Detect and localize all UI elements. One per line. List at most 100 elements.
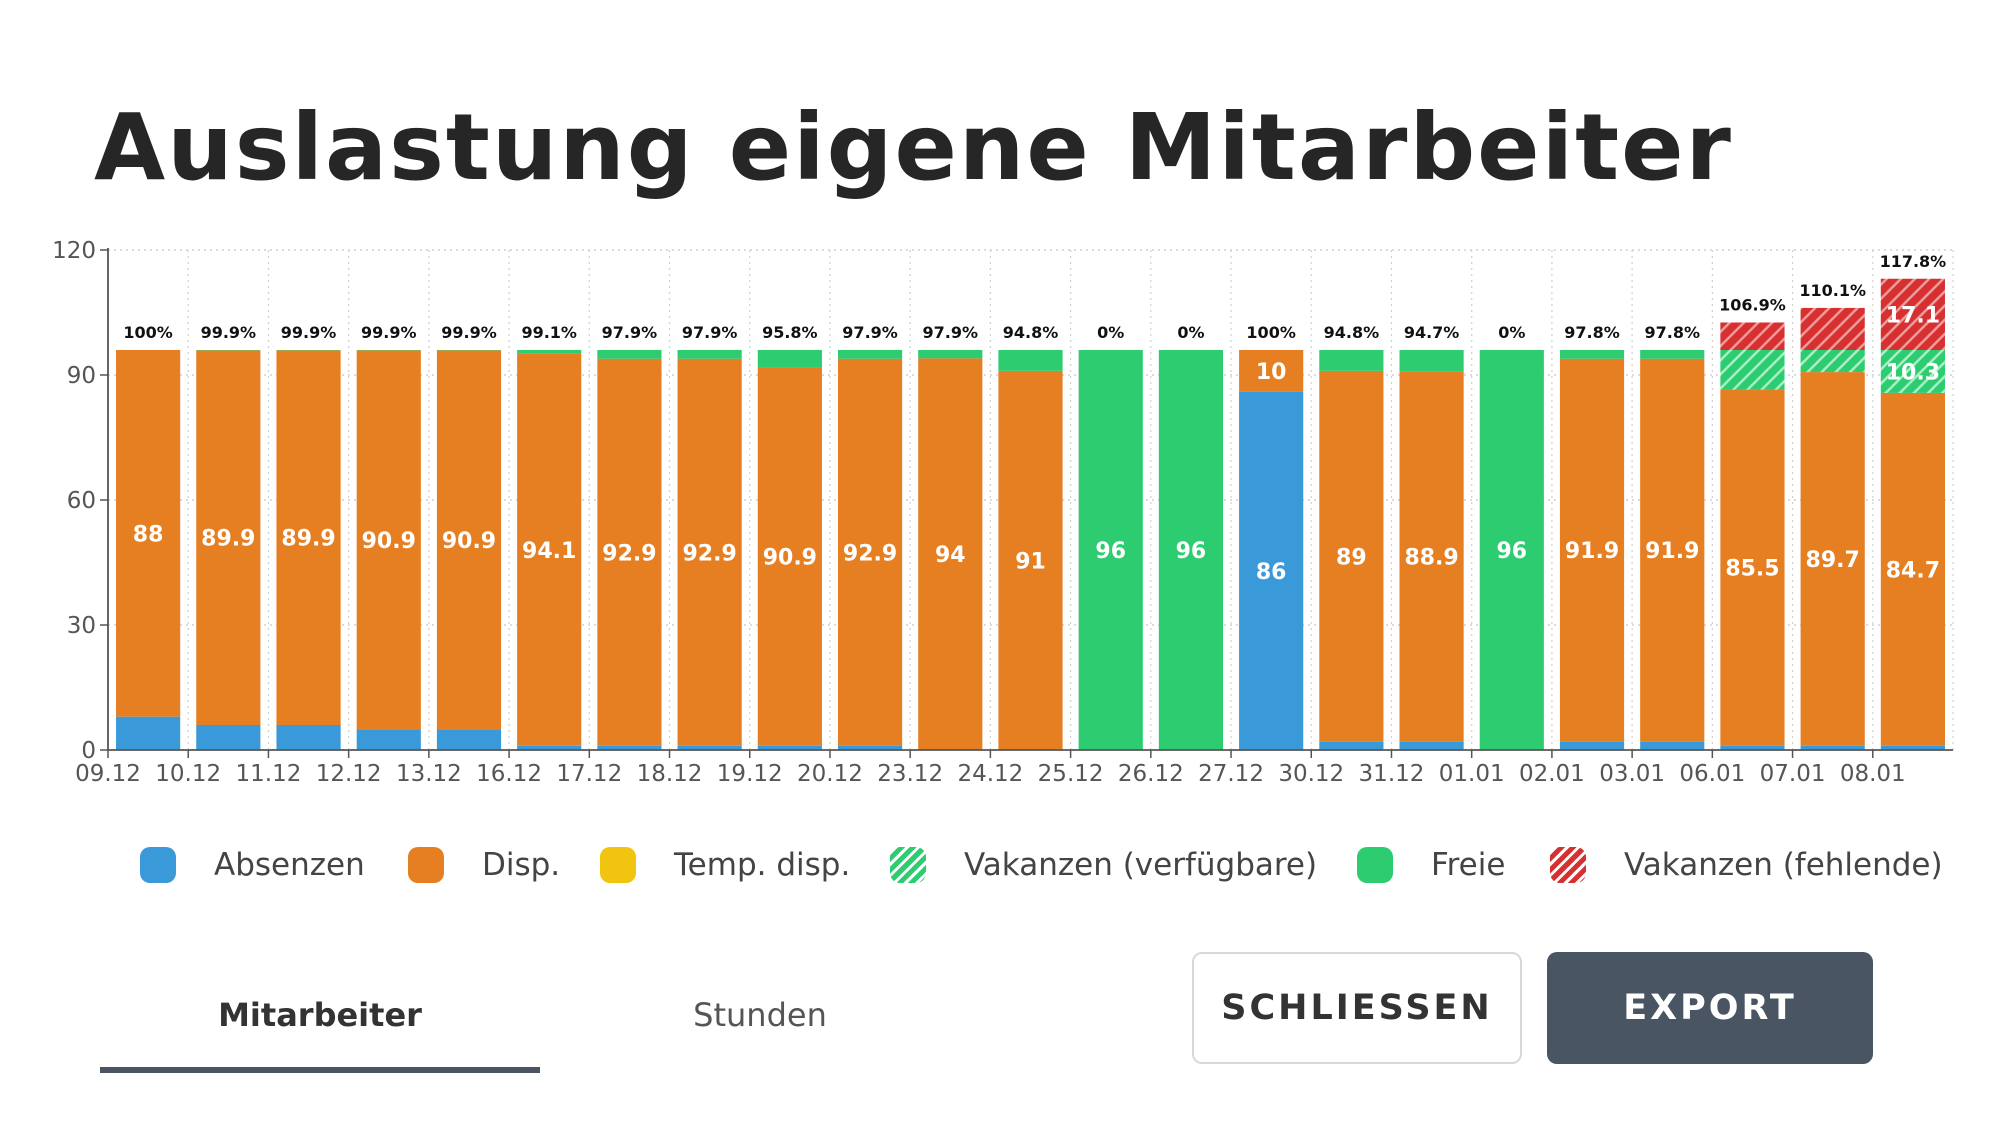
bar-segment-vakanzen-fehlende[interactable] (1880, 278, 1945, 350)
tab-mitarbeiter[interactable]: Mitarbeiter (218, 996, 422, 1034)
export-button[interactable]: EXPORT (1547, 952, 1873, 1064)
bar-segment-freie[interactable] (1559, 350, 1625, 359)
bar-segment-disp[interactable] (597, 358, 662, 746)
legend-label-vakanzen-verfuegbare: Vakanzen (verfügbare) (964, 847, 1318, 883)
legend-swatch-absenzen (140, 847, 176, 883)
bar-segment-disp[interactable] (1559, 358, 1625, 742)
bar-segment-absenzen[interactable] (517, 745, 582, 750)
bar-segment-disp[interactable] (356, 350, 421, 730)
bar-segment-absenzen[interactable] (677, 745, 742, 750)
x-tick-label: 31.12 (1359, 761, 1425, 787)
data-label: 88 (133, 522, 164, 547)
bar-segment-freie[interactable] (757, 350, 822, 368)
percent-label: 100% (123, 323, 172, 342)
legend-label-vakanzen-fehlende: Vakanzen (fehlende) (1624, 847, 1943, 883)
bar-segment-disp[interactable] (517, 353, 582, 746)
percent-label: 97.8% (1644, 323, 1700, 342)
bar-segment-absenzen[interactable] (196, 725, 261, 750)
bar-segment-absenzen[interactable] (1640, 741, 1705, 750)
bar-segment-absenzen[interactable] (1559, 741, 1625, 750)
bar-segment-disp[interactable] (436, 350, 502, 730)
percent-label: 0% (1097, 323, 1124, 342)
bar-segment-disp[interactable] (918, 358, 983, 750)
bar-segment-absenzen[interactable] (436, 729, 502, 750)
bar-segment-freie[interactable] (1319, 350, 1384, 371)
legend-item-absenzen[interactable]: Absenzen (140, 840, 365, 890)
percent-label: 100% (1246, 323, 1295, 342)
bar-segment-disp[interactable] (116, 350, 181, 717)
bar-segment-absenzen[interactable] (276, 725, 341, 750)
percent-label: 117.8% (1880, 252, 1947, 271)
bar-segment-disp[interactable] (276, 350, 341, 725)
bar-segment-disp[interactable] (1239, 350, 1304, 392)
bar-segment-freie[interactable] (677, 350, 742, 359)
legend-label-absenzen: Absenzen (214, 847, 365, 883)
close-button[interactable]: SCHLIESSEN (1192, 952, 1522, 1064)
percent-label: 110.1% (1799, 281, 1866, 300)
bar-segment-freie[interactable] (998, 350, 1063, 371)
bar-segment-disp[interactable] (1640, 358, 1705, 742)
percent-label: 106.9% (1719, 296, 1786, 315)
legend-swatch-temp-disp (600, 847, 636, 883)
bar-segment-vakanzen-verfuegbare[interactable] (1800, 350, 1865, 373)
bar-segment-disp[interactable] (196, 350, 261, 725)
bar-segment-absenzen[interactable] (1319, 741, 1384, 750)
legend-item-vakanzen-verfuegbare[interactable]: Vakanzen (verfügbare) (890, 840, 1317, 890)
bar-segment-disp[interactable] (677, 358, 742, 746)
bar-segment-absenzen[interactable] (1239, 391, 1304, 750)
bar-segment-disp[interactable] (757, 367, 822, 746)
legend-item-freie[interactable]: Freie (1357, 840, 1505, 890)
bar-segment-vakanzen-verfuegbare[interactable] (1880, 350, 1945, 393)
bar-segment-vakanzen-verfuegbare[interactable] (1720, 350, 1785, 390)
data-label: 10.3 (1886, 360, 1940, 385)
bar-segment-vakanzen-fehlende[interactable] (1720, 322, 1785, 351)
bar-segment-vakanzen-fehlende[interactable] (1800, 307, 1865, 350)
bar-segment-freie[interactable] (517, 350, 582, 354)
bar-segment-disp[interactable] (1399, 371, 1464, 742)
bar-segment-disp[interactable] (837, 358, 903, 746)
bar-segment-disp[interactable] (1319, 370, 1384, 742)
y-tick-label: 0 (81, 738, 96, 764)
bars (116, 278, 1945, 750)
bar-segment-disp[interactable] (1880, 392, 1945, 746)
bar-segment-freie[interactable] (1078, 350, 1143, 750)
bar-segment-disp[interactable] (1720, 389, 1785, 746)
bar-segment-freie[interactable] (1399, 350, 1464, 372)
data-label: 90.9 (763, 545, 817, 570)
legend-item-vakanzen-fehlende[interactable]: Vakanzen (fehlende) (1550, 840, 1943, 890)
bar-segment-absenzen[interactable] (1800, 745, 1865, 750)
bar-segment-freie[interactable] (837, 350, 903, 359)
data-label: 91.9 (1565, 539, 1619, 564)
data-label: 90.9 (362, 529, 416, 554)
legend-item-temp-disp[interactable]: Temp. disp. (600, 840, 850, 890)
x-tick-label: 02.01 (1519, 761, 1585, 787)
data-label: 90.9 (442, 529, 496, 554)
bar-segment-freie[interactable] (1158, 350, 1224, 750)
bar-segment-freie[interactable] (1479, 350, 1544, 750)
x-tick-label: 19.12 (717, 761, 783, 787)
bar-segment-absenzen[interactable] (356, 729, 421, 750)
legend-item-disp[interactable]: Disp. (408, 840, 560, 890)
bar-segment-disp[interactable] (1800, 372, 1865, 746)
x-tick-label: 06.01 (1679, 761, 1745, 787)
data-label: 91.9 (1645, 539, 1699, 564)
bar-segment-disp[interactable] (998, 370, 1063, 750)
x-tick-label: 30.12 (1278, 761, 1344, 787)
bar-segment-absenzen[interactable] (597, 745, 662, 750)
page-title: Auslastung eigene Mitarbeiter (94, 94, 1733, 201)
bar-segment-absenzen[interactable] (116, 716, 181, 750)
bar-segment-freie[interactable] (597, 350, 662, 359)
data-label: 92.9 (843, 541, 897, 566)
bar-segment-freie[interactable] (1640, 350, 1705, 359)
data-label: 91 (1015, 549, 1046, 574)
bar-segment-absenzen[interactable] (757, 745, 822, 750)
percent-label: 94.8% (1324, 323, 1380, 342)
bar-segment-absenzen[interactable] (1880, 745, 1945, 750)
bar-segment-absenzen[interactable] (1399, 741, 1464, 750)
bar-segment-absenzen[interactable] (837, 745, 903, 750)
tab-stunden[interactable]: Stunden (693, 996, 827, 1034)
x-tick-label: 17.12 (556, 761, 622, 787)
percent-label: 99.9% (281, 323, 337, 342)
bar-segment-freie[interactable] (918, 350, 983, 359)
bar-segment-absenzen[interactable] (1720, 745, 1785, 750)
